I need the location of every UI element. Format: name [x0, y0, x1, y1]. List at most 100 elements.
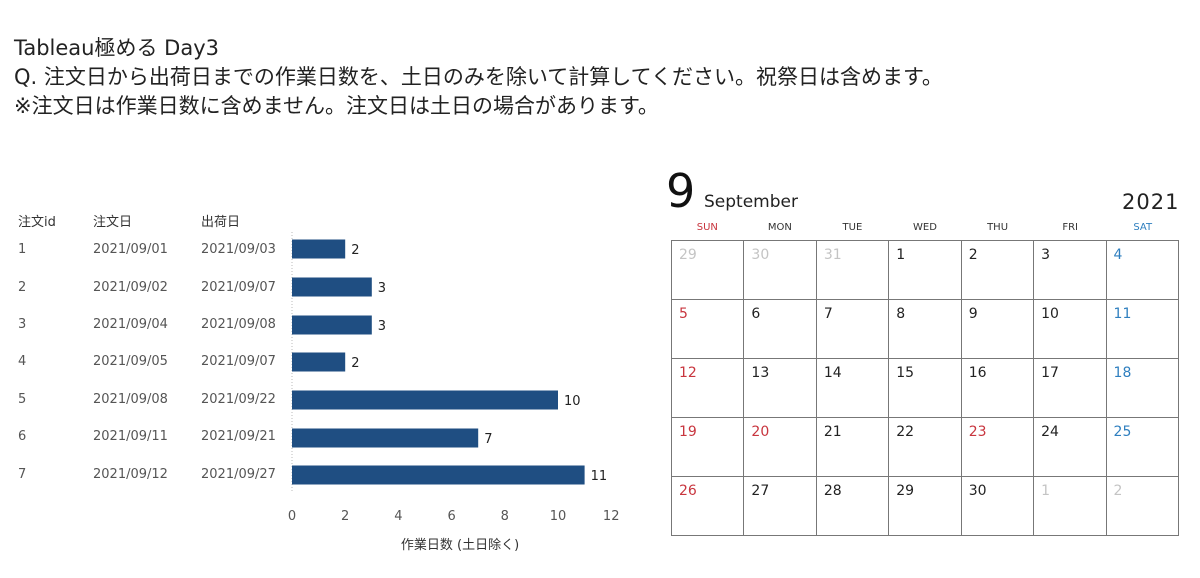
weekday-sun: SUN [696, 222, 718, 233]
page-title: Tableau極める Day3 [14, 36, 219, 60]
row-order-date: 2021/09/11 [93, 429, 168, 444]
calendar-week-row: 19 20 21 22 23 24 25 [672, 418, 1179, 477]
note-text: ※注文日は作業日数に含めません。注文日は土日の場合があります。 [14, 94, 659, 118]
row-order-date: 2021/09/05 [93, 354, 168, 369]
calendar-day-cell: 27 [744, 477, 817, 536]
calendar-day-cell: 9 [961, 300, 1035, 359]
calendar-year: 2021 [1122, 190, 1180, 214]
calendar-day-cell: 30 [961, 477, 1035, 536]
row-order-date: 2021/09/04 [93, 317, 168, 332]
calendar-day-cell: 25 [1106, 418, 1179, 477]
calendar-week-row: 29 30 31 1 2 3 4 [672, 241, 1179, 300]
bar-order-5 [292, 390, 558, 410]
row-id: 6 [18, 429, 27, 444]
calendar-month-number: 9 [666, 164, 696, 218]
bar-order-7 [292, 465, 585, 485]
calendar-day-cell: 22 [889, 418, 962, 477]
row-id: 3 [18, 317, 27, 332]
x-tick-label: 8 [501, 509, 509, 524]
calendar-day-cell: 2 [961, 241, 1035, 300]
row-order-date: 2021/09/12 [93, 467, 168, 482]
row-ship-date: 2021/09/03 [201, 242, 276, 257]
row-id: 7 [18, 467, 27, 482]
calendar-day-cell: 18 [1106, 359, 1179, 418]
weekday-thu: THU [987, 222, 1009, 233]
calendar-day-cell: 21 [816, 418, 890, 477]
calendar-day-cell: 11 [1106, 300, 1179, 359]
calendar-day-cell: 31 [816, 241, 890, 300]
bar-value-label: 3 [378, 281, 386, 296]
calendar-month-name: September [704, 192, 798, 212]
row-ship-date: 2021/09/08 [201, 317, 276, 332]
calendar-day-cell: 1 [1034, 477, 1107, 536]
calendar-day-cell: 23 [961, 418, 1035, 477]
weekday-sat: SAT [1133, 222, 1153, 233]
calendar-day-cell: 28 [816, 477, 890, 536]
weekday-tue: TUE [842, 222, 863, 233]
row-order-date: 2021/09/01 [93, 242, 168, 257]
x-tick-label: 0 [288, 509, 296, 524]
calendar-day-cell: 20 [744, 418, 817, 477]
question-text: Q. 注文日から出荷日までの作業日数を、土日のみを除いて計算してください。祝祭日… [14, 65, 943, 89]
calendar-day-cell: 15 [889, 359, 962, 418]
row-id: 4 [18, 354, 27, 369]
calendar-day-cell: 4 [1106, 241, 1179, 300]
calendar-day-cell: 7 [816, 300, 890, 359]
workdays-bar-chart: 2 3 3 2 10 7 11 0 2 4 6 8 10 12 [288, 232, 620, 524]
calendar-day-cell: 3 [1034, 241, 1107, 300]
row-id: 5 [18, 392, 27, 407]
row-ship-date: 2021/09/27 [201, 467, 276, 482]
calendar-day-cell: 24 [1034, 418, 1107, 477]
header-ship-date: 出荷日 [201, 215, 241, 230]
calendar-day-cell: 29 [672, 241, 745, 300]
calendar-week-row: 5 6 7 8 9 10 11 [672, 300, 1179, 359]
row-ship-date: 2021/09/07 [201, 354, 276, 369]
bar-order-6 [292, 428, 479, 448]
calendar-grid: 29 30 31 1 2 3 4 5 6 7 8 9 10 11 12 13 14 15 16 17 18 19 20 21 2… [671, 240, 1179, 536]
calendar-week-row: 12 13 14 15 16 17 18 [672, 359, 1179, 418]
bar-value-label: 10 [564, 394, 581, 409]
calendar-day-cell: 6 [744, 300, 817, 359]
row-id: 2 [18, 280, 27, 295]
header-order-id: 注文id [18, 215, 56, 230]
calendar-day-cell: 10 [1034, 300, 1107, 359]
bar-order-1 [292, 239, 346, 259]
calendar-week-row: 26 27 28 29 30 1 2 [672, 477, 1179, 536]
weekday-mon: MON [767, 222, 792, 233]
calendar-day-cell: 30 [744, 241, 817, 300]
calendar-day-cell: 19 [672, 418, 745, 477]
weekday-wed: WED [913, 222, 937, 233]
x-tick-label: 6 [447, 509, 455, 524]
row-ship-date: 2021/09/21 [201, 429, 276, 444]
x-tick-label: 4 [394, 509, 402, 524]
x-axis-title: 作業日数 (土日除く) [400, 538, 520, 553]
calendar-day-cell: 26 [672, 477, 745, 536]
calendar-day-cell: 13 [744, 359, 817, 418]
x-tick-label: 12 [603, 509, 620, 524]
bar-value-label: 7 [484, 432, 492, 447]
calendar-day-cell: 5 [672, 300, 745, 359]
bar-order-2 [292, 277, 372, 297]
bar-value-label: 11 [591, 469, 608, 484]
row-order-date: 2021/09/08 [93, 392, 168, 407]
calendar-day-cell: 14 [816, 359, 890, 418]
page-header: Tableau極める Day3 Q. 注文日から出荷日までの作業日数を、土日のみ… [14, 34, 943, 121]
row-id: 1 [18, 242, 27, 257]
header-order-date: 注文日 [93, 215, 133, 230]
bar-value-label: 3 [378, 319, 386, 334]
calendar-day-cell: 1 [889, 241, 962, 300]
calendar-day-cell: 17 [1034, 359, 1107, 418]
bar-order-3 [292, 315, 372, 335]
row-ship-date: 2021/09/07 [201, 280, 276, 295]
x-tick-label: 10 [550, 509, 567, 524]
calendar-day-cell: 12 [672, 359, 745, 418]
bar-order-4 [292, 352, 346, 372]
row-ship-date: 2021/09/22 [201, 392, 276, 407]
row-order-date: 2021/09/02 [93, 280, 168, 295]
x-tick-label: 2 [341, 509, 349, 524]
bar-value-label: 2 [351, 243, 359, 258]
bar-value-label: 2 [351, 356, 359, 371]
calendar-day-cell: 16 [961, 359, 1035, 418]
calendar-day-cell: 8 [889, 300, 962, 359]
calendar-day-cell: 29 [889, 477, 962, 536]
